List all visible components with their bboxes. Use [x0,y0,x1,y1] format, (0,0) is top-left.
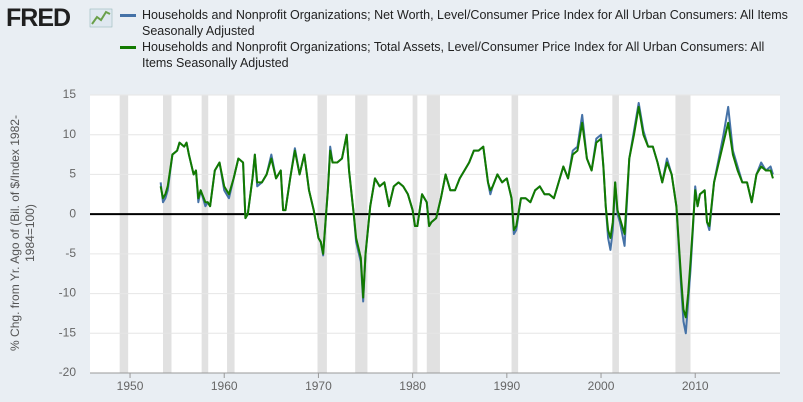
legend-label: Households and Nonprofit Organizations; … [142,8,788,38]
legend: Households and Nonprofit Organizations; … [118,7,803,71]
y-tick-label: 15 [63,87,77,101]
series-line [159,105,774,319]
legend-item: Households and Nonprofit Organizations; … [118,7,792,39]
recession-band [227,95,235,373]
x-tick-label: 2000 [588,379,615,393]
recession-band [426,95,440,373]
y-axis-label: % Chg. from Yr. Ago of (Bil. of $/Index … [8,115,37,351]
recession-band [163,95,172,373]
recession-band [412,95,418,373]
x-tick-label: 1980 [399,379,426,393]
x-tick-label: 1970 [305,379,332,393]
recession-band [201,95,209,373]
y-tick-label: -15 [59,325,77,339]
x-tick-label: 1960 [211,379,238,393]
logo: FRED [6,4,71,32]
legend-item: Households and Nonprofit Organizations; … [118,39,792,71]
recession-band [355,95,368,373]
y-tick-label: -5 [65,246,76,260]
x-tick-label: 1950 [117,379,144,393]
recession-band [317,95,327,373]
y-tick-label: 0 [69,206,76,220]
y-tick-label: -10 [59,286,77,300]
legend-swatch [120,46,136,49]
x-tick-label: 2010 [682,379,709,393]
recession-band [612,95,619,373]
recession-band [119,95,129,373]
logo-icon [89,8,113,28]
y-tick-label: 5 [69,167,76,181]
legend-swatch [120,14,136,17]
x-tick-label: 1990 [493,379,520,393]
legend-label: Households and Nonprofit Organizations; … [142,40,765,70]
y-tick-label: 10 [63,127,77,141]
y-tick-label: -20 [59,365,77,379]
